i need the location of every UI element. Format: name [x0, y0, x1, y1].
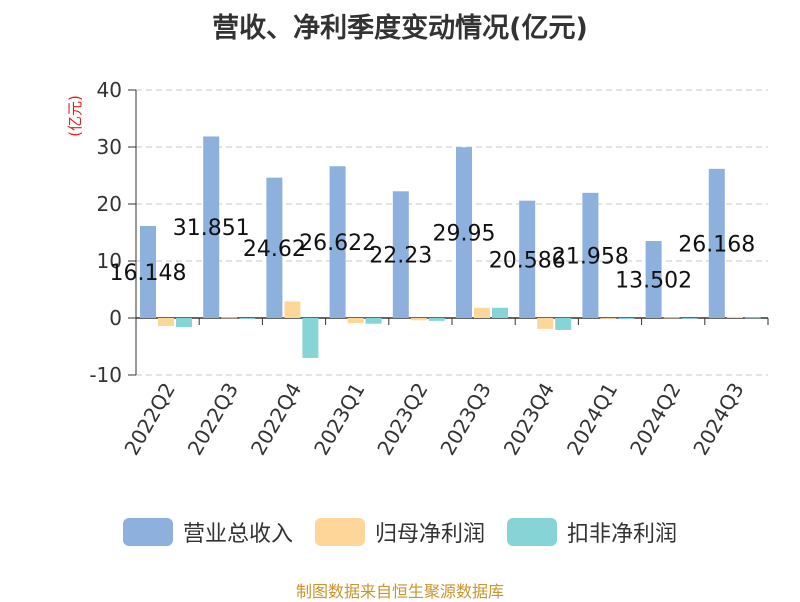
legend-swatch-deducted-profit: [507, 518, 557, 546]
bar-series-1-2024Q2: [663, 317, 680, 319]
bar-series-2-2023Q4: [555, 318, 572, 330]
bar-series-2-2024Q1: [618, 318, 635, 320]
bar-series-0-2023Q1: [329, 166, 346, 318]
x-tick-label: 2023Q3: [435, 379, 495, 460]
data-label: 20.586: [489, 248, 566, 273]
bar-series-1-2023Q1: [347, 318, 364, 324]
bar-series-0-2024Q1: [582, 192, 599, 318]
legend-item-deducted-profit[interactable]: 扣非净利润: [507, 516, 677, 548]
bar-layer: [140, 136, 761, 358]
x-tick-label: 2023Q2: [372, 379, 432, 460]
bar-series-1-2023Q2: [410, 318, 427, 321]
bar-series-1-2023Q4: [537, 318, 554, 329]
x-tick-label: 2024Q2: [625, 379, 685, 460]
data-label: 22.23: [369, 244, 432, 269]
y-tick-label: 10: [97, 249, 122, 273]
y-tick-label: -10: [89, 363, 122, 387]
bar-series-0-2022Q3: [203, 136, 220, 318]
bar-series-0-2022Q4: [266, 177, 283, 318]
bar-series-1-2022Q2: [158, 318, 174, 326]
bar-series-0-2023Q2: [392, 191, 409, 318]
y-tick-label: 0: [109, 306, 122, 330]
y-tick-label: 30: [97, 135, 122, 159]
bar-series-2-2023Q2: [428, 318, 445, 321]
legend-label-net-profit: 归母净利润: [374, 522, 485, 547]
legend: 营业总收入 归母净利润 扣非净利润: [0, 516, 800, 548]
label-layer: 16.14831.85124.6226.62222.2329.9520.5862…: [110, 216, 756, 293]
bar-series-1-2024Q1: [600, 318, 617, 319]
bar-series-0-2023Q3: [456, 147, 472, 318]
bar-series-2-2023Q1: [365, 318, 382, 324]
x-tick-label: 2024Q1: [562, 379, 622, 460]
data-label: 16.148: [110, 261, 187, 286]
bar-series-1-2024Q3: [726, 316, 743, 318]
bar-series-1-2022Q3: [221, 317, 238, 319]
data-label: 31.851: [173, 216, 250, 241]
chart-title: 营收、净利季度变动情况(亿元): [212, 13, 588, 44]
data-label: 29.95: [433, 222, 496, 247]
legend-item-net-profit[interactable]: 归母净利润: [314, 516, 485, 548]
grid-layer: [136, 89, 768, 376]
bar-series-0-2023Q4: [519, 200, 536, 318]
bar-series-2-2022Q4: [302, 318, 319, 358]
legend-label-revenue: 营业总收入: [182, 522, 293, 547]
data-label: 21.958: [552, 244, 629, 269]
x-tick-label: 2022Q3: [183, 379, 243, 460]
bar-series-0-2022Q2: [140, 225, 156, 318]
bar-series-2-2024Q3: [744, 317, 761, 319]
data-label: 24.62: [243, 237, 306, 262]
bar-series-2-2024Q2: [681, 318, 698, 319]
x-tick-label: 2023Q1: [309, 379, 369, 460]
x-tick-label: 2022Q4: [246, 379, 306, 460]
y-tick-label: 40: [97, 78, 122, 102]
x-tick-label: 2023Q4: [499, 379, 559, 460]
bar-series-0-2024Q3: [708, 168, 725, 318]
legend-item-revenue[interactable]: 营业总收入: [122, 516, 293, 548]
source-footer: 制图数据来自恒生聚源数据库: [295, 582, 504, 601]
x-tick-label: 2024Q3: [688, 379, 748, 460]
bar-series-2-2023Q3: [492, 307, 508, 318]
data-label: 26.622: [299, 231, 376, 256]
y-axis-title: (亿元): [66, 95, 84, 137]
bar-series-0-2024Q2: [645, 241, 662, 318]
data-label: 13.502: [615, 269, 692, 294]
legend-label-deducted-profit: 扣非净利润: [567, 522, 678, 547]
legend-swatch-revenue: [122, 518, 173, 546]
data-label: 26.168: [678, 232, 755, 257]
bar-series-2-2022Q2: [176, 318, 192, 328]
bar-series-2-2022Q3: [239, 318, 256, 319]
bar-series-1-2022Q4: [284, 301, 301, 318]
y-tick-label: 20: [97, 192, 122, 216]
bar-series-1-2023Q3: [474, 307, 490, 318]
x-tick-label: 2022Q2: [119, 379, 179, 460]
legend-swatch-net-profit: [314, 518, 365, 546]
